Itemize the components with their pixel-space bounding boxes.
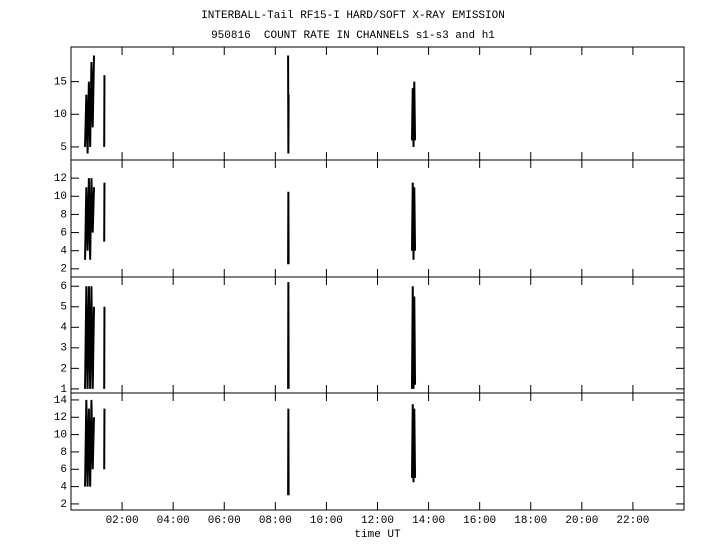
x-tick-label: 10:00 (310, 515, 343, 527)
y-tick-label: 10 (54, 430, 67, 442)
y-tick-label: 5 (60, 142, 67, 154)
y-tick-label: 6 (60, 464, 67, 476)
y-tick-label: 2 (60, 264, 67, 276)
x-tick-label: 12:00 (361, 515, 394, 527)
y-tick-label: 3 (60, 343, 67, 355)
y-tick-label: 15 (54, 77, 67, 89)
y-tick-label: 8 (60, 209, 67, 221)
x-axis-label: time UT (354, 529, 401, 541)
y-tick-label: 12 (54, 412, 67, 424)
data-line (84, 55, 417, 154)
y-tick-label: 1 (60, 384, 67, 396)
data-line (84, 178, 417, 265)
x-tick-label: 18:00 (514, 515, 547, 527)
x-tick-label: 02:00 (106, 515, 139, 527)
x-tick-label: 20:00 (565, 515, 598, 527)
y-tick-label: 6 (60, 227, 67, 239)
x-tick-label: 14:00 (412, 515, 445, 527)
y-tick-label: 12 (54, 173, 67, 185)
data-line (84, 282, 417, 389)
y-tick-label: 4 (60, 246, 67, 258)
y-tick-label: 2 (60, 363, 67, 375)
y-tick-label: 10 (54, 109, 67, 121)
y-tick-label: 4 (60, 322, 67, 334)
y-tick-label: 2 (60, 499, 67, 511)
y-tick-label: 6 (60, 281, 67, 293)
x-tick-label: 22:00 (616, 515, 649, 527)
x-tick-label: 06:00 (208, 515, 241, 527)
x-tick-label: 16:00 (463, 515, 496, 527)
chart-subtitle: 950816 COUNT RATE IN CHANNELS s1-s3 and … (211, 30, 495, 42)
y-tick-label: 8 (60, 447, 67, 459)
y-tick-label: 10 (54, 191, 67, 203)
chart-title: INTERBALL-Tail RF15-I HARD/SOFT X-RAY EM… (201, 10, 505, 22)
x-tick-label: 04:00 (157, 515, 190, 527)
y-tick-label: 4 (60, 482, 67, 494)
y-tick-label: 5 (60, 302, 67, 314)
data-line (84, 399, 417, 496)
x-tick-label: 08:00 (259, 515, 292, 527)
y-tick-label: 14 (54, 395, 68, 407)
